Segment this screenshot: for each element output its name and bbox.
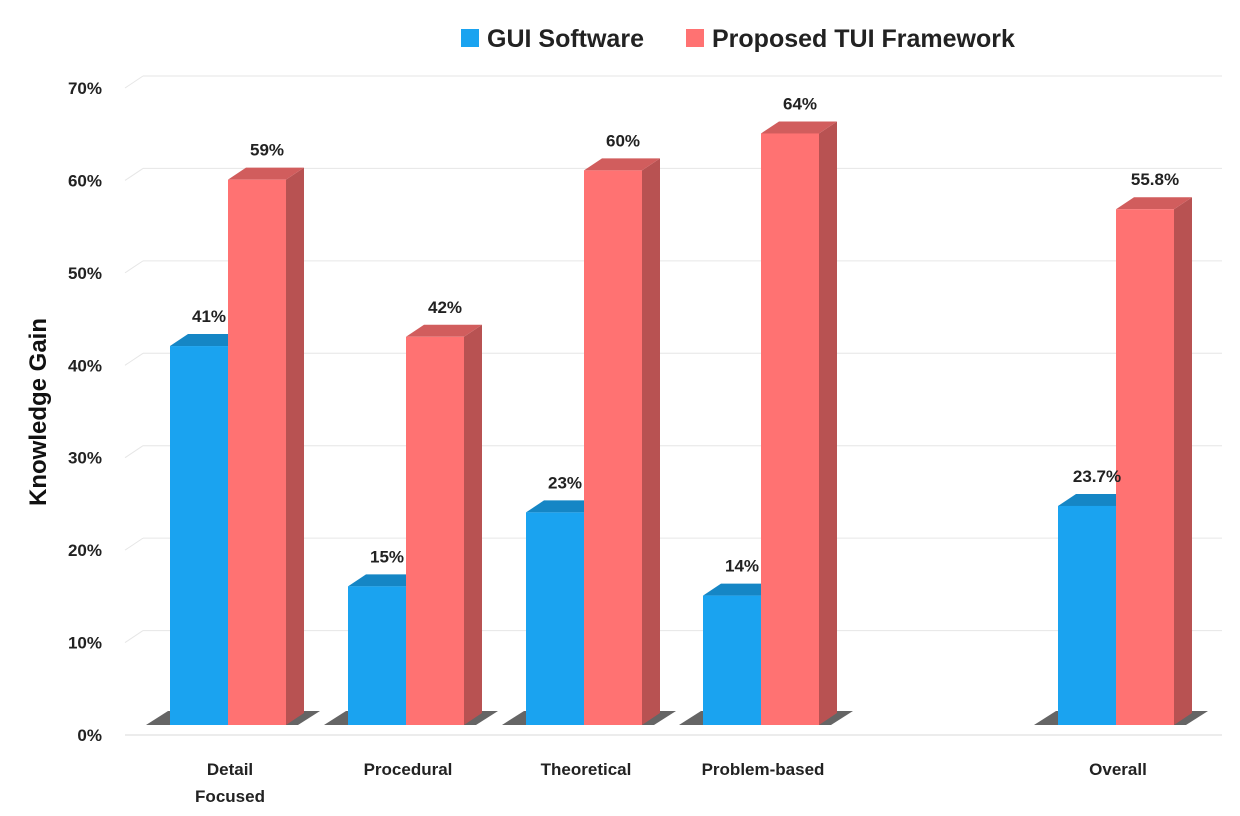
category-label: Problem-based <box>702 760 825 779</box>
gridline-depth <box>124 630 144 643</box>
category-labels: Detail Focused Procedural Theoretical Proble… <box>195 760 1147 806</box>
bar-front <box>526 512 584 725</box>
bar-proposed-tui-framework <box>228 167 304 725</box>
floor-shadows <box>146 711 1208 725</box>
bar-front <box>761 133 819 725</box>
data-label-gui-software: 14% <box>725 557 759 576</box>
gridline-depth <box>124 537 144 551</box>
bar-front <box>1058 505 1116 725</box>
data-label-proposed-tui-framework: 60% <box>606 131 640 150</box>
bar-side <box>819 121 837 725</box>
y-tick-label: 60% <box>68 171 102 190</box>
data-label-gui-software: 15% <box>370 547 404 566</box>
bar-proposed-tui-framework <box>761 121 837 725</box>
bar-side <box>642 158 660 725</box>
bar-front <box>584 170 642 725</box>
gridline-depth <box>124 168 144 181</box>
gridline-depth <box>124 75 144 89</box>
category-label: Procedural <box>364 760 453 779</box>
bar-top <box>1058 493 1134 506</box>
y-tick-label: 50% <box>68 264 102 283</box>
bar-proposed-tui-framework <box>1116 197 1192 726</box>
bar-front <box>703 595 761 725</box>
data-label-proposed-tui-framework: 64% <box>783 94 817 113</box>
y-tick-label: 30% <box>68 449 102 468</box>
bar-top <box>348 574 424 587</box>
y-tick-label: 0% <box>77 726 102 745</box>
legend-swatch-gui-software <box>461 29 479 47</box>
y-tick-label: 40% <box>68 356 102 375</box>
gridline-depth <box>124 352 144 366</box>
data-label-proposed-tui-framework: 42% <box>428 298 462 317</box>
data-label-proposed-tui-framework: 55.8% <box>1131 170 1179 189</box>
legend: GUI Software Proposed TUI Framework <box>461 25 1015 53</box>
bar-proposed-tui-framework <box>406 324 482 725</box>
gridlines <box>124 75 1222 736</box>
gridline-depth <box>124 445 144 459</box>
category-label: Theoretical <box>541 760 632 779</box>
y-tick-label: 10% <box>68 634 102 653</box>
bar-proposed-tui-framework <box>584 158 660 725</box>
y-axis-title: Knowledge Gain <box>25 318 52 506</box>
y-tick-label: 20% <box>68 541 102 560</box>
category-label: Detail Focused <box>195 760 265 806</box>
legend-swatch-proposed-tui-framework <box>686 29 704 47</box>
legend-label-proposed-tui-framework: Proposed TUI Framework <box>712 25 1015 53</box>
bar-top <box>170 334 246 347</box>
bar-front <box>170 346 228 725</box>
bar-top <box>1116 197 1192 210</box>
bar-top <box>228 167 304 180</box>
data-label-proposed-tui-framework: 59% <box>250 141 284 160</box>
bar-top <box>761 121 837 134</box>
legend-label-gui-software: GUI Software <box>487 25 644 53</box>
gridline-depth <box>124 260 144 274</box>
data-labels: 41% 15% 23% 14% 23.7% 59% 42% 60% 64% 55.8% <box>192 94 1179 575</box>
bar-top <box>406 324 482 337</box>
bar-top <box>526 500 602 513</box>
data-label-gui-software: 23% <box>548 473 582 492</box>
bar-top <box>703 583 779 596</box>
bar-top <box>584 158 660 171</box>
bar-front <box>1116 209 1174 726</box>
y-axis-ticks: 0% 10% 20% 30% 40% 50% 60% 70% <box>68 79 102 745</box>
bar-side <box>1174 197 1192 726</box>
bars <box>170 121 1192 726</box>
bar-side <box>464 324 482 725</box>
legend-item-proposed-tui-framework: Proposed TUI Framework <box>686 25 1015 53</box>
y-tick-label: 70% <box>68 79 102 98</box>
data-label-gui-software: 41% <box>192 307 226 326</box>
bar-side <box>286 167 304 725</box>
data-label-gui-software: 23.7% <box>1073 467 1121 486</box>
bar-front <box>228 179 286 725</box>
bar-front <box>406 336 464 725</box>
bar-front <box>348 586 406 725</box>
category-label: Overall <box>1089 760 1147 779</box>
legend-item-gui-software: GUI Software <box>461 25 644 53</box>
